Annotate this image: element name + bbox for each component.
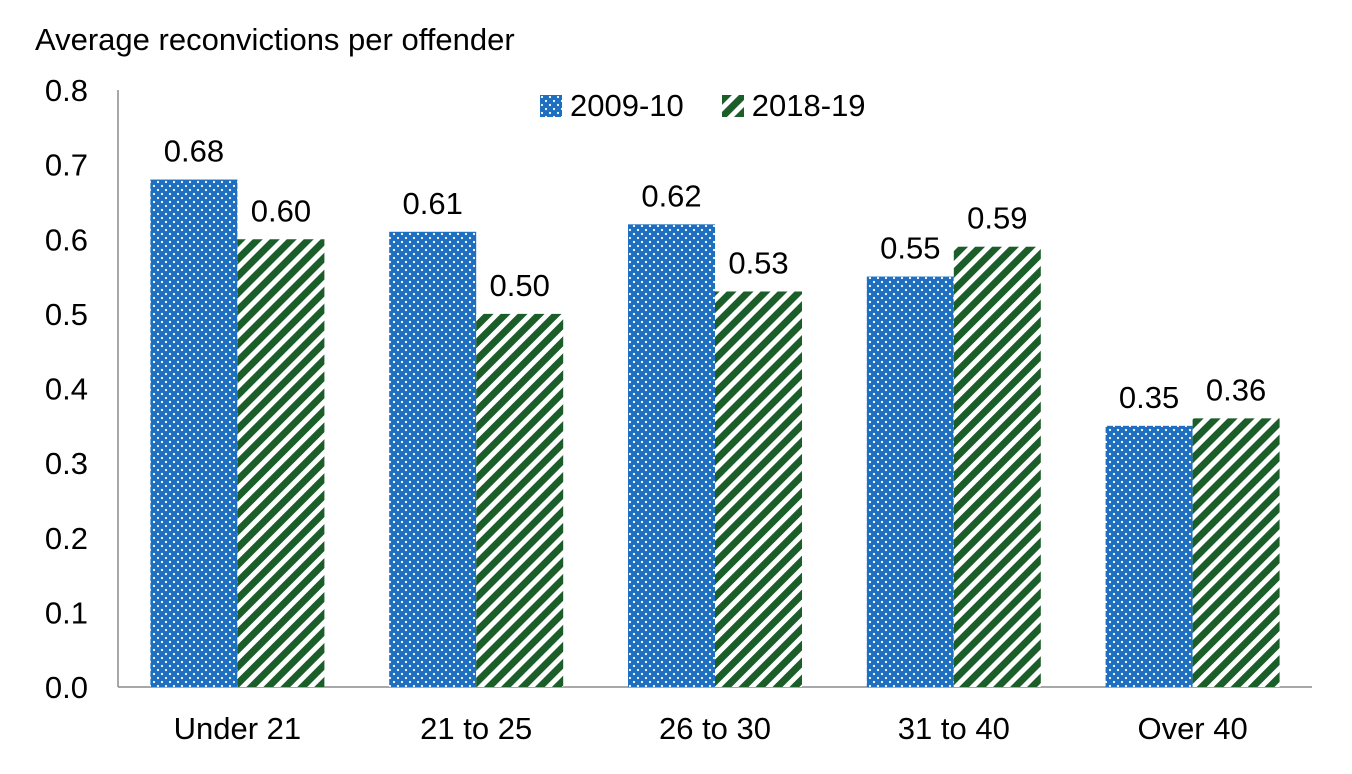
y-tick-label: 0.2 [45,521,88,556]
data-label: 0.50 [490,268,550,303]
bar-2009-10-1 [389,231,477,687]
data-label: 0.61 [403,186,463,221]
y-tick-label: 0.3 [45,446,88,481]
data-label: 0.68 [164,134,224,169]
x-tick-label: Under 21 [174,711,302,746]
x-tick-label: Over 40 [1137,711,1247,746]
bar-2018-19-3 [953,246,1041,687]
y-tick-label: 0.1 [45,595,88,630]
bar-2009-10-4 [1105,425,1193,687]
bar-2018-19-4 [1192,418,1280,687]
bar-2009-10-0 [150,179,238,688]
data-label: 0.36 [1206,372,1266,407]
y-tick-label: 0.0 [45,670,88,705]
legend-item-2018-19: 2018-19 [721,88,866,124]
data-label: 0.60 [251,193,311,228]
data-label: 0.53 [728,245,788,280]
x-tick-label: 31 to 40 [898,711,1010,746]
legend-item-2009-10: 2009-10 [540,88,684,124]
y-tick-label: 0.8 [45,73,88,108]
legend: 2009-10 2018-19 [540,88,904,124]
data-label: 0.59 [967,201,1027,236]
x-tick-label: 21 to 25 [420,711,532,746]
legend-swatch-2018-19 [721,95,744,117]
y-tick-label: 0.5 [45,297,88,332]
legend-label-2018-19: 2018-19 [751,88,866,123]
data-label: 0.62 [641,178,701,213]
y-tick-label: 0.6 [45,222,88,257]
bar-2009-10-3 [866,276,954,687]
data-label: 0.35 [1119,380,1179,415]
data-label: 0.55 [880,231,940,266]
bar-2018-19-1 [476,313,564,687]
y-tick-label: 0.7 [45,148,88,183]
legend-swatch-2009-10 [540,95,562,117]
bar-2018-19-0 [237,239,325,687]
y-tick-label: 0.4 [45,372,88,407]
bar-2009-10-2 [628,224,715,687]
bar-2018-19-2 [715,291,802,687]
y-axis-title: Average reconvictions per offender [35,22,515,57]
legend-label-2009-10: 2009-10 [570,88,684,123]
x-tick-label: 26 to 30 [659,711,771,746]
